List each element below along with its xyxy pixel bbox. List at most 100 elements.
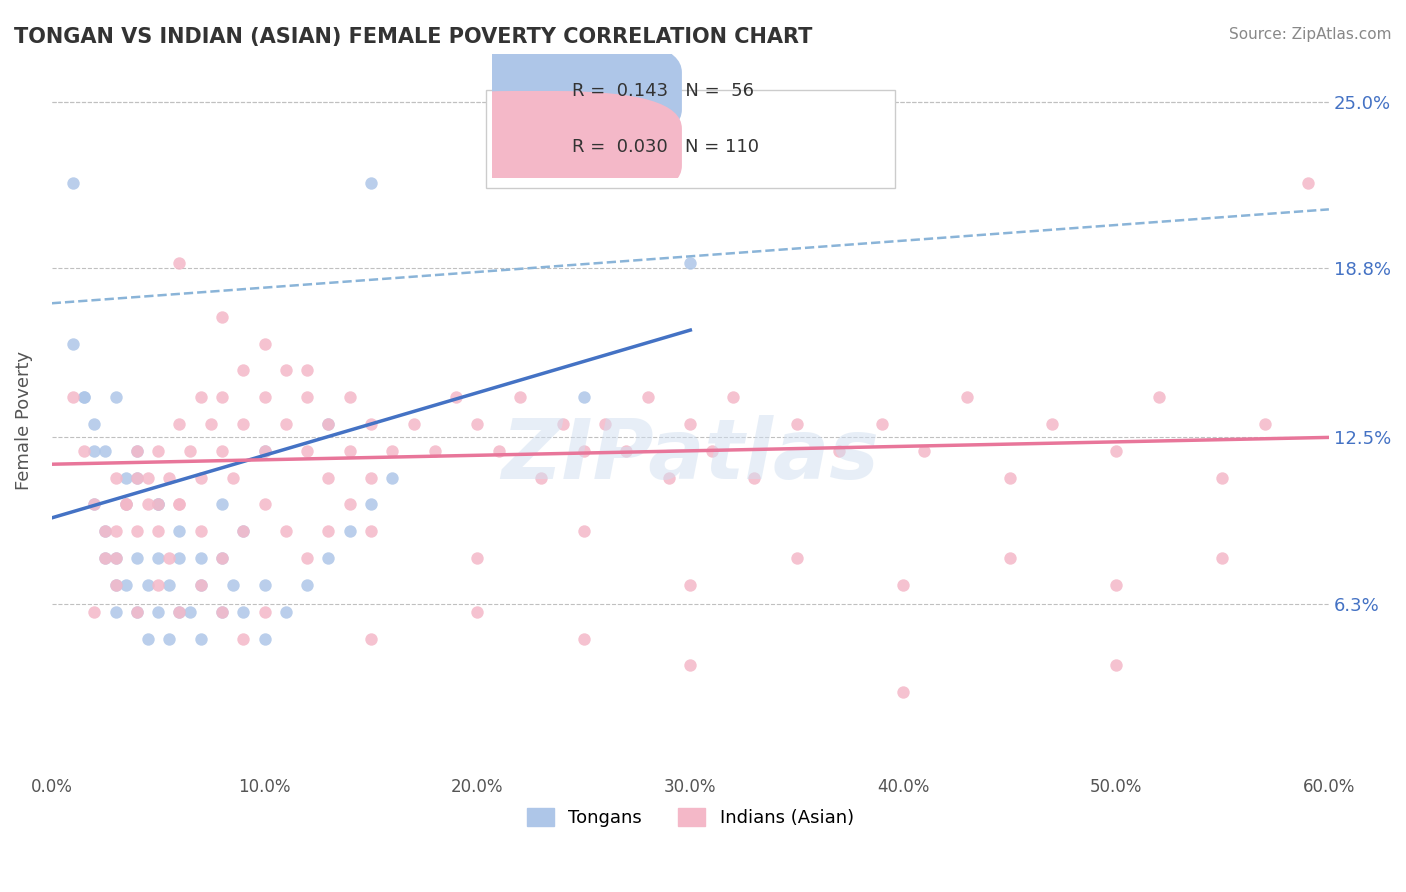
Point <box>211 443 233 458</box>
Point <box>148 605 170 619</box>
Point <box>253 578 276 592</box>
Point <box>169 551 191 566</box>
Point <box>169 417 191 431</box>
Point <box>211 551 233 566</box>
Point <box>998 551 1021 566</box>
Point <box>274 363 297 377</box>
Point <box>318 470 340 484</box>
Point <box>104 470 127 484</box>
Point <box>200 417 222 431</box>
Point <box>339 498 361 512</box>
Point <box>1296 176 1319 190</box>
Point <box>94 551 117 566</box>
Point <box>360 524 382 539</box>
Point <box>232 632 254 646</box>
Point <box>73 443 96 458</box>
Point <box>73 390 96 404</box>
Point <box>169 605 191 619</box>
Point <box>274 417 297 431</box>
Point <box>232 363 254 377</box>
Point <box>1254 417 1277 431</box>
Point <box>136 498 159 512</box>
Point <box>700 443 723 458</box>
Point <box>232 524 254 539</box>
Point <box>94 443 117 458</box>
Text: Source: ZipAtlas.com: Source: ZipAtlas.com <box>1229 27 1392 42</box>
Point <box>83 498 105 512</box>
Point <box>679 256 702 270</box>
Point <box>381 470 404 484</box>
Point <box>1105 658 1128 673</box>
Text: R =  0.030   N = 110: R = 0.030 N = 110 <box>572 138 759 156</box>
Point <box>1105 443 1128 458</box>
Point <box>360 417 382 431</box>
Point <box>232 417 254 431</box>
Point <box>1211 551 1233 566</box>
Point <box>467 605 489 619</box>
Point <box>318 417 340 431</box>
Point <box>360 470 382 484</box>
Point <box>125 551 148 566</box>
FancyBboxPatch shape <box>486 90 894 188</box>
Point <box>157 551 180 566</box>
Point <box>136 632 159 646</box>
Point <box>318 551 340 566</box>
Point <box>1040 417 1063 431</box>
Point <box>104 551 127 566</box>
Point <box>488 443 510 458</box>
Point <box>104 524 127 539</box>
Point <box>125 605 148 619</box>
Point <box>274 524 297 539</box>
Point <box>125 470 148 484</box>
Point <box>381 443 404 458</box>
Point <box>572 390 595 404</box>
Point <box>891 685 914 699</box>
Point <box>125 443 148 458</box>
Point <box>115 498 138 512</box>
Point <box>721 390 744 404</box>
Point <box>658 470 681 484</box>
Point <box>157 632 180 646</box>
Point <box>73 390 96 404</box>
Point <box>179 605 201 619</box>
Point <box>221 578 243 592</box>
Point <box>83 605 105 619</box>
Point <box>169 605 191 619</box>
Point <box>253 632 276 646</box>
Point <box>232 524 254 539</box>
Point <box>679 658 702 673</box>
FancyBboxPatch shape <box>387 91 682 203</box>
Point <box>1105 578 1128 592</box>
Point <box>104 578 127 592</box>
Point <box>467 417 489 431</box>
Point <box>423 443 446 458</box>
Point <box>125 470 148 484</box>
Point <box>157 470 180 484</box>
Point <box>956 390 979 404</box>
Point <box>211 390 233 404</box>
Point <box>679 417 702 431</box>
Point <box>115 578 138 592</box>
Point <box>148 551 170 566</box>
Text: TONGAN VS INDIAN (ASIAN) FEMALE POVERTY CORRELATION CHART: TONGAN VS INDIAN (ASIAN) FEMALE POVERTY … <box>14 27 813 46</box>
Point <box>190 524 212 539</box>
Point <box>169 524 191 539</box>
Point <box>828 443 851 458</box>
Point <box>94 524 117 539</box>
Point <box>62 336 84 351</box>
Point <box>169 256 191 270</box>
Point <box>148 498 170 512</box>
Point <box>94 524 117 539</box>
Point <box>467 551 489 566</box>
Point <box>190 470 212 484</box>
Point <box>572 524 595 539</box>
Point <box>190 551 212 566</box>
Y-axis label: Female Poverty: Female Poverty <box>15 351 32 491</box>
Point <box>551 417 574 431</box>
Point <box>253 390 276 404</box>
Point <box>274 605 297 619</box>
Point <box>339 390 361 404</box>
Point <box>616 443 638 458</box>
Point <box>339 443 361 458</box>
Point <box>148 524 170 539</box>
